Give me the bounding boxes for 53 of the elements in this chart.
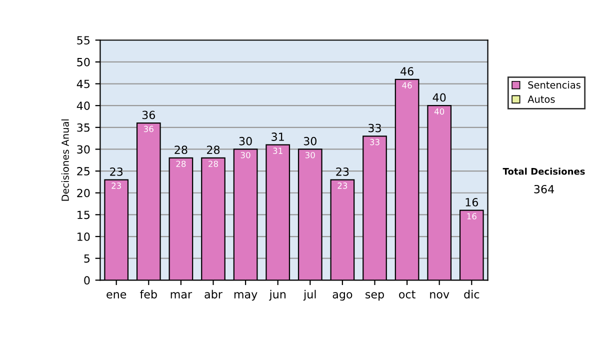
annotation: 28 xyxy=(206,146,220,154)
legend-label: Autos xyxy=(528,96,555,103)
annotation: 23 xyxy=(110,167,123,176)
y-tick-label: 5 xyxy=(84,254,90,263)
data-label: 23 xyxy=(112,182,121,189)
data-label: 28 xyxy=(208,160,218,168)
data-label: 46 xyxy=(402,82,412,88)
annotation: 31 xyxy=(272,132,284,141)
x-tick-label: nov xyxy=(430,292,450,298)
y-tick-label: 15 xyxy=(78,210,90,220)
legend-label: Sentencias xyxy=(528,81,580,89)
data-label: 23 xyxy=(338,182,348,189)
x-tick-label: ene xyxy=(106,292,126,298)
annotation: 40 xyxy=(432,93,446,102)
y-tick-label: 40 xyxy=(76,102,90,110)
annotation: 16 xyxy=(466,198,478,206)
y-tick-label: 45 xyxy=(76,80,90,88)
annotation: 46 xyxy=(400,67,414,76)
data-label: 30 xyxy=(240,152,250,158)
y-axis-title: Decisiones Anual xyxy=(61,119,69,201)
x-tick-label: oct xyxy=(399,290,416,298)
annotation: 23 xyxy=(336,167,349,176)
y-tick-label: 35 xyxy=(77,123,90,132)
annotation: 30 xyxy=(304,136,316,146)
y-tick-label: 10 xyxy=(78,232,90,241)
annotation: 36 xyxy=(142,110,156,120)
text: 364 xyxy=(534,184,554,194)
annotation: 33 xyxy=(368,124,381,132)
y-tick-label: 50 xyxy=(77,58,90,66)
x-tick-label: sep xyxy=(366,292,384,301)
data-label: 31 xyxy=(273,148,282,154)
x-tick-label: abr xyxy=(204,290,222,298)
x-tick-label: mar xyxy=(170,292,192,298)
annotation: 30 xyxy=(239,136,252,146)
data-label: 16 xyxy=(467,213,476,220)
x-tick-label: jun xyxy=(269,290,286,301)
y-tick-label: 20 xyxy=(77,188,90,198)
data-label: 40 xyxy=(434,108,444,115)
data-label: 33 xyxy=(370,138,380,146)
y-tick-label: 55 xyxy=(77,36,90,44)
x-tick-label: may xyxy=(234,292,258,301)
annotation: 28 xyxy=(174,146,188,154)
x-tick-label: feb xyxy=(140,290,157,298)
data-label: 30 xyxy=(305,152,315,158)
data-label: 28 xyxy=(176,160,186,168)
y-tick-label: 25 xyxy=(77,167,90,176)
data-label: 36 xyxy=(144,126,154,132)
y-tick-label: 0 xyxy=(84,276,90,285)
text: Total Decisiones xyxy=(502,168,585,175)
x-tick-label: jul xyxy=(303,290,316,301)
x-tick-label: ago xyxy=(332,292,352,301)
y-tick-label: 30 xyxy=(77,145,90,154)
x-tick-label: dic xyxy=(464,290,480,298)
